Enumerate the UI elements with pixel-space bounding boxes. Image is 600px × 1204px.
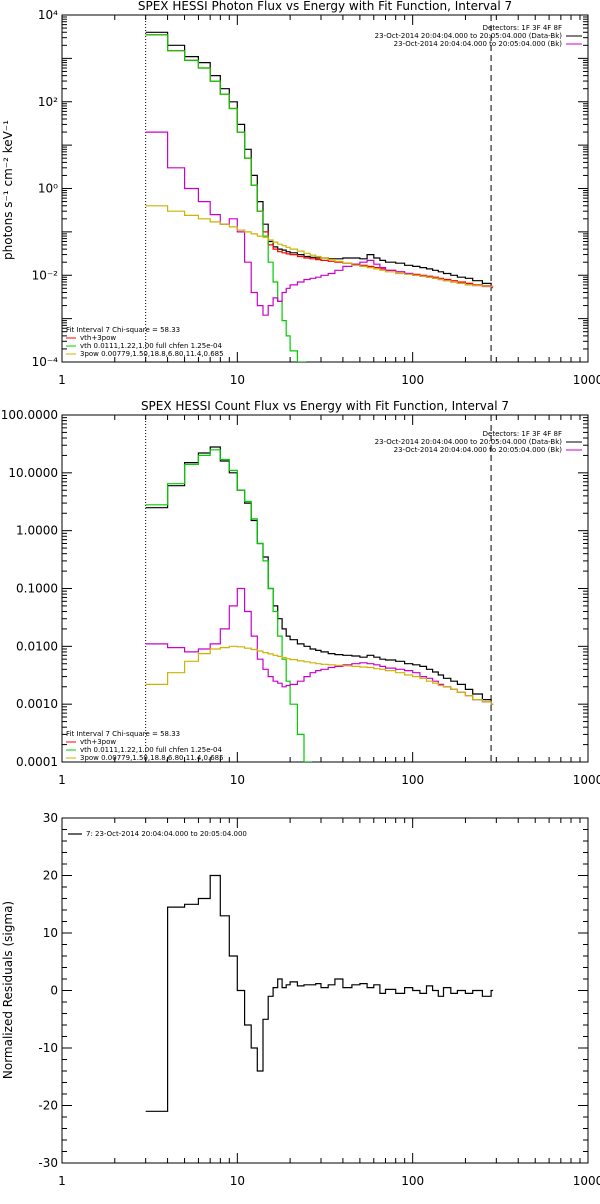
- y-tick-label: -30: [38, 1156, 58, 1170]
- x-tick-label: 100: [401, 373, 424, 387]
- x-tick-label: 10: [230, 1174, 245, 1188]
- chart-panel-2: 1 10 100 1000 0.0001 0.0010 0.0100 0.1000 1.0000…: [1, 399, 600, 787]
- legend-text: 7: 23-Oct-2014 20:04:04.000 to 20:05:04.…: [86, 830, 247, 838]
- x-tick-label: 10: [230, 373, 245, 387]
- legend-left-text: vth+3pow: [80, 334, 116, 342]
- legend-left-text: vth 0.0111,1.22,1.00 full chfen 1.25e-04: [80, 342, 222, 350]
- y-tick-label: 10²: [38, 95, 58, 109]
- plot-area: [145, 874, 494, 1112]
- y-tick-label: 100.0000: [1, 408, 58, 422]
- x-tick-label: 100: [401, 1174, 424, 1188]
- series-line-4: [145, 645, 494, 705]
- x-tick-label: 1: [58, 1174, 66, 1188]
- series-line-3: [145, 587, 494, 705]
- series-line-1: [145, 874, 494, 1112]
- plot-area: [145, 446, 494, 762]
- series-line-5: [145, 205, 494, 288]
- x-tick-label: 1000: [573, 773, 600, 787]
- legend-right-text: Detectors: 1F 3F 4F 8F: [483, 430, 562, 438]
- plot-area: [145, 31, 494, 362]
- y-tick-label: 20: [43, 869, 58, 883]
- y-tick-label: 10⁴: [38, 8, 58, 22]
- legend-left-text: vth 0.0111,1.22,1.00 full chfen 1.25e-04: [80, 746, 222, 754]
- y-tick-label: 0.1000: [16, 582, 58, 596]
- chart-panel-3: 1 10 100 1000 -30 -20 -10 0 10 20 30 Normalized Res…: [1, 811, 600, 1188]
- series-line-1: [145, 446, 494, 705]
- x-tick-label: 10: [230, 773, 245, 787]
- y-tick-label: 0.0010: [16, 697, 58, 711]
- chart-title: SPEX HESSI Photon Flux vs Energy with Fi…: [138, 0, 512, 13]
- legend-right-text: 23-Oct-2014 20:04:04.000 to 20:05:04.000…: [375, 32, 563, 40]
- legend-left-text: Fit Interval 7 Chi-square = 58.33: [66, 730, 180, 738]
- y-tick-label: 10⁰: [38, 182, 58, 196]
- y-tick-label: 0: [50, 984, 58, 998]
- y-tick-label: -10: [38, 1041, 58, 1055]
- y-tick-label: 10.0000: [8, 466, 58, 480]
- y-tick-label: 30: [43, 811, 58, 825]
- legend-left-text: vth+3pow: [80, 738, 116, 746]
- y-tick-label: 10⁻⁴: [32, 355, 59, 369]
- series-line-1: [145, 31, 494, 288]
- plot-frame: [61, 817, 589, 1164]
- y-axis-label: Normalized Residuals (sigma): [1, 901, 15, 1079]
- plot-frame: [61, 14, 589, 363]
- x-tick-label: 1000: [573, 373, 600, 387]
- y-tick-label: 1.0000: [16, 524, 58, 538]
- y-tick-label: 0.0100: [16, 639, 58, 653]
- x-tick-label: 1: [58, 773, 66, 787]
- legend-left-text: Fit Interval 7 Chi-square = 58.33: [66, 326, 180, 334]
- legend-right-text: 23-Oct-2014 20:04:04.000 to 20:05:04.000…: [394, 446, 563, 454]
- series-line-2: [145, 34, 494, 288]
- x-tick-label: 100: [401, 773, 424, 787]
- y-axis-label: photons s⁻¹ cm⁻² keV⁻¹: [1, 120, 15, 260]
- legend-left-text: 3pow 0.00779,1.50,18.8,6.80,11.4,0.685: [80, 754, 224, 762]
- series-line-4: [145, 131, 494, 316]
- legend-right-text: 23-Oct-2014 20:04:04.000 to 20:05:04.000…: [394, 40, 563, 48]
- legend-right-text: 23-Oct-2014 20:04:04.000 to 20:05:04.000…: [375, 438, 563, 446]
- x-tick-label: 1000: [573, 1174, 600, 1188]
- y-tick-label: 10⁻²: [32, 268, 59, 282]
- legend-left-text: 3pow 0.00779,1.50,18.8,6.80,11.4,0.685: [80, 350, 224, 358]
- x-tick-label: 1: [58, 373, 66, 387]
- legend-right-text: Detectors: 1F 3F 4F 8F: [483, 24, 562, 32]
- chart-title: SPEX HESSI Count Flux vs Energy with Fit…: [141, 399, 509, 413]
- chart-panel-1: 1 10 100 1000 10⁻⁴ 10⁻² 10⁰ 10² 10⁴ SPEX HESSI Ph…: [1, 0, 600, 387]
- y-tick-label: 0.0001: [16, 755, 58, 769]
- plot-frame: [61, 414, 589, 763]
- series-line-3: [145, 34, 306, 362]
- y-tick-label: 10: [43, 926, 58, 940]
- y-tick-label: -20: [38, 1099, 58, 1113]
- series-line-2: [145, 449, 313, 762]
